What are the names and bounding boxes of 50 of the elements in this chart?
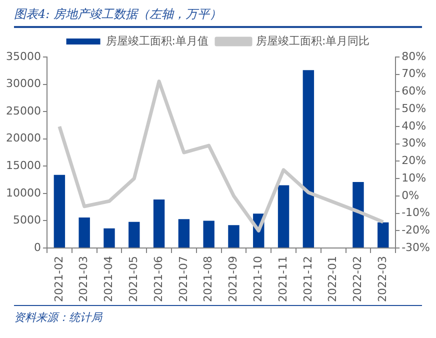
y2-tick-label: 60%: [402, 84, 426, 98]
x-tick-label: 2021-04: [102, 256, 116, 302]
bar: [104, 228, 115, 248]
bar: [203, 220, 214, 248]
y2-tick-label: 30%: [402, 136, 426, 150]
y2-tick-label: 50%: [402, 102, 426, 115]
bar: [378, 222, 389, 248]
x-tick-label: 2022-03: [376, 256, 389, 302]
x-tick-label: 2021-02: [52, 256, 66, 302]
bar: [302, 70, 314, 248]
y2-tick-label: 80%: [402, 50, 426, 63]
bar: [352, 182, 364, 248]
bar: [178, 219, 190, 248]
bar: [78, 217, 90, 248]
x-tick-label: 2021-03: [77, 256, 90, 302]
y2-tick-label: -20%: [402, 224, 430, 237]
y2-tick-label: 0%: [402, 188, 420, 202]
x-tick-label: 2021-06: [152, 256, 165, 302]
y-tick-label: 20000: [6, 132, 41, 145]
y2-tick-label: 70%: [402, 67, 426, 80]
text: 资料来源：统计局: [14, 305, 422, 325]
legend-label: 房屋竣工面积:单月同比: [256, 34, 370, 48]
chart-title: 图表4: 房地产竣工数据（左轴，万平）: [14, 0, 422, 28]
y-tick-label: 35000: [6, 50, 41, 63]
y-tick-label: 25000: [6, 104, 41, 118]
bar: [278, 185, 290, 248]
bar: [54, 174, 66, 248]
y2-tick-label: -30%: [402, 240, 430, 254]
x-tick-label: 2022-01: [326, 256, 340, 302]
x-tick-label: 2021-11: [276, 256, 290, 302]
x-tick-label: 2021-08: [202, 256, 215, 302]
y2-tick-label: 10%: [402, 171, 426, 184]
x-tick-label: 2021-10: [251, 256, 264, 302]
x-tick-label: 2022-02: [351, 256, 364, 302]
x-tick-label: 2021-07: [176, 256, 190, 302]
legend-label: 房屋竣工面积:单月值: [106, 34, 209, 48]
x-tick-label: 2021-05: [127, 256, 140, 302]
x-tick-label: 2021-09: [226, 256, 240, 302]
y2-tick-label: 20%: [402, 154, 426, 168]
y2-tick-label: 40%: [402, 119, 426, 132]
y-tick-label: 0: [34, 240, 41, 254]
y-tick-label: 30000: [6, 77, 41, 90]
bar: [128, 222, 140, 248]
bar: [153, 199, 165, 248]
bar: [228, 225, 240, 248]
y2-tick-label: -10%: [402, 206, 430, 220]
y-tick-label: 15000: [6, 159, 41, 172]
x-tick-label: 2021-12: [301, 256, 314, 302]
y-tick-label: 10000: [6, 186, 41, 200]
y-tick-label: 5000: [12, 214, 41, 227]
